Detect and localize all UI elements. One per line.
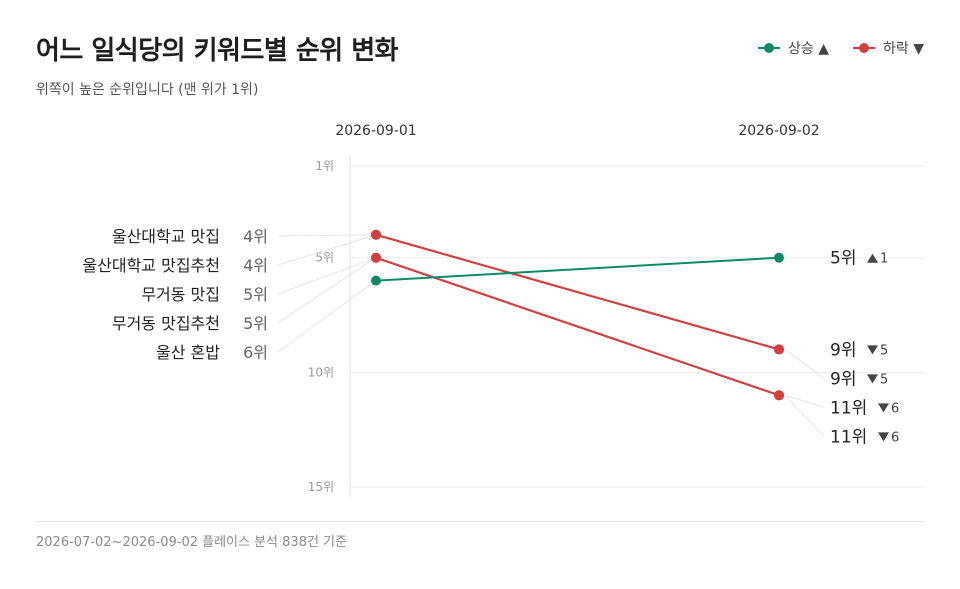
left-series-name: 울산대학교 맛집: [112, 227, 220, 246]
series-line: [375, 256, 780, 282]
left-leader-line: [277, 234, 377, 266]
end-point: [774, 252, 784, 263]
series-line: [375, 233, 780, 351]
left-series-name: 무거동 맛집추천: [112, 314, 220, 333]
rank-up-marker: [867, 253, 878, 263]
left-leader-line: [277, 257, 377, 324]
left-series-name: 울산대학교 맛집추천: [82, 256, 220, 275]
right-rank-label: 11위: [830, 427, 867, 447]
left-leader-line: [277, 234, 377, 237]
legend-label-up: 상승 ▲: [788, 41, 830, 57]
legend-swatch-down: [853, 42, 876, 54]
y-tick-label: 1위: [315, 159, 334, 173]
rank-down-marker: [878, 432, 889, 442]
legend-item-up: 상승 ▲: [758, 38, 829, 58]
rank-down-marker: [867, 374, 878, 384]
rank-change-value: 5: [880, 343, 888, 358]
left-leader-line: [277, 257, 377, 295]
start-point: [371, 229, 381, 240]
start-point: [371, 275, 381, 286]
right-rank-label: 9위: [830, 340, 856, 360]
rank-down-marker: [878, 403, 889, 413]
end-point: [774, 344, 784, 355]
rank-change-value: 5: [880, 372, 888, 387]
left-rank-label: 4위: [243, 227, 268, 246]
legend-label-down: 하락 ▼: [883, 41, 924, 57]
series-line: [375, 256, 780, 397]
y-tick-label: 5위: [315, 251, 334, 265]
right-rank-label: 11위: [830, 398, 867, 418]
right-rank-label: 9위: [830, 369, 856, 389]
end-point: [774, 390, 784, 401]
left-rank-label: 6위: [243, 343, 268, 362]
left-series-name: 울산 혼밥: [156, 343, 220, 362]
x-label-start: 2026-09-01: [335, 123, 416, 139]
x-label-end: 2026-09-02: [738, 123, 819, 139]
start-point: [371, 252, 381, 263]
left-leader-line: [277, 280, 377, 353]
footer-note: 2026-07-02~2026-09-02 플레이스 분석 838건 기준: [36, 535, 347, 550]
right-rank-label: 5위: [830, 249, 856, 269]
rank-change-value: 6: [891, 401, 899, 416]
right-leader-line: [784, 394, 825, 437]
legend-swatch-up: [758, 42, 781, 54]
legend: 상승 ▲ 하락 ▼: [758, 38, 924, 58]
rank-change-value: 6: [891, 430, 899, 445]
left-rank-label: 5위: [243, 314, 268, 333]
footer-divider: [36, 521, 924, 522]
chart-subtitle: 위쪽이 높은 순위입니다 (맨 위가 1위): [36, 82, 259, 98]
chart-title: 어느 일식당의 키워드별 순위 변화: [36, 36, 399, 66]
y-tick-label: 15위: [308, 480, 334, 494]
left-rank-label: 5위: [243, 285, 268, 304]
legend-item-down: 하락 ▼: [853, 38, 924, 58]
right-leader-line: [784, 394, 825, 408]
rank-down-marker: [867, 345, 878, 355]
rank-change-value: 1: [880, 252, 888, 267]
right-leader-line: [784, 349, 825, 379]
y-tick-label: 10위: [308, 365, 334, 379]
left-rank-label: 4위: [243, 256, 268, 275]
left-series-name: 무거동 맛집: [141, 285, 220, 304]
